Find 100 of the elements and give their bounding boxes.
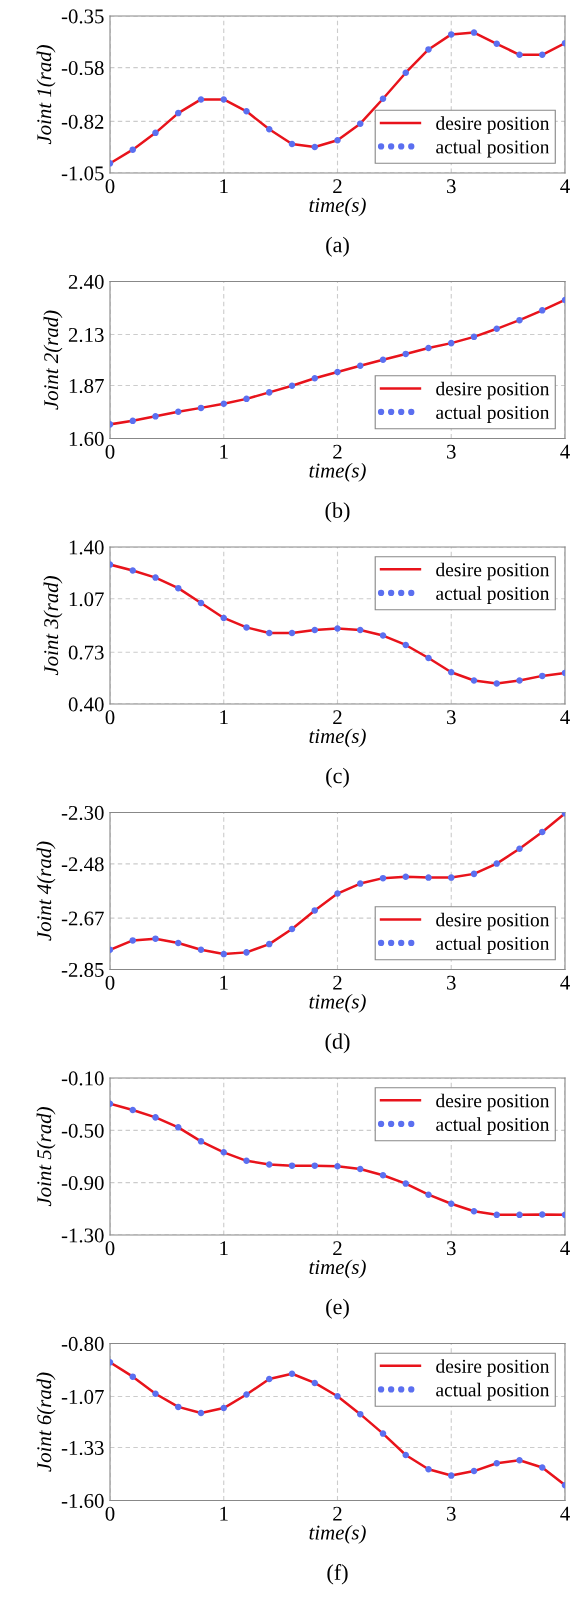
legend-label: actual position — [436, 1117, 550, 1135]
x-tick-label: 3 — [447, 710, 456, 725]
x-tick-label: 0 — [105, 444, 115, 459]
point — [356, 1165, 364, 1173]
point — [334, 1163, 341, 1170]
point — [493, 1459, 501, 1467]
point — [516, 1211, 523, 1219]
point — [379, 874, 387, 882]
y-tick-label: 1.87 — [69, 378, 104, 394]
point — [379, 1171, 387, 1179]
point — [243, 108, 250, 115]
point — [402, 873, 410, 880]
point — [379, 632, 387, 639]
x-tick-label: 1 — [220, 179, 228, 194]
x-tick-label: 0 — [105, 710, 115, 725]
legend-label: actual position — [436, 936, 550, 954]
point — [174, 1124, 182, 1131]
y-tick-label: -2.48 — [61, 857, 104, 872]
y-tick-label: -0.82 — [61, 114, 104, 129]
point — [470, 29, 478, 36]
point — [152, 1114, 159, 1121]
x-tick-label: 0 — [105, 179, 115, 194]
point — [311, 626, 319, 634]
y-axis-title: Joint 1(rad) — [36, 45, 56, 145]
y-tick-label: -0.90 — [61, 1176, 104, 1191]
point — [197, 404, 205, 412]
legend-label: actual position — [436, 139, 550, 158]
point — [516, 1457, 523, 1464]
text: (d) — [325, 1033, 350, 1054]
x-tick-label: 1 — [220, 444, 228, 459]
point — [516, 51, 523, 59]
x-tick-label: 3 — [447, 179, 456, 194]
point — [516, 316, 523, 324]
point — [152, 413, 159, 420]
point — [197, 599, 205, 607]
x-tick-label: 4 — [560, 1506, 570, 1521]
line-series — [110, 563, 565, 685]
y-tick-label: -2.30 — [61, 805, 104, 821]
line-series — [110, 1361, 565, 1487]
point — [425, 46, 432, 53]
point — [197, 1138, 205, 1145]
point — [425, 1466, 432, 1473]
x-tick-label: 1 — [220, 1506, 228, 1521]
line-series — [110, 31, 565, 165]
text: (e) — [326, 1298, 349, 1319]
y-tick-label: -0.10 — [61, 1071, 104, 1086]
x-tick-label: 3 — [447, 1241, 456, 1256]
x-tick-label: 2 — [333, 975, 342, 990]
point — [265, 126, 273, 133]
point — [493, 680, 501, 687]
point — [447, 874, 455, 881]
y-tick-label: 0.40 — [68, 697, 104, 712]
y-tick-label: -1.05 — [61, 166, 104, 181]
point — [538, 1464, 546, 1471]
x-axis-title: time(s) — [309, 993, 366, 1013]
point — [152, 129, 159, 137]
point — [197, 1409, 205, 1417]
point — [152, 1390, 159, 1397]
y-tick-label: -2.67 — [61, 911, 104, 926]
point — [311, 907, 319, 914]
point — [129, 417, 137, 425]
y-tick-label: -1.60 — [61, 1493, 104, 1509]
point — [288, 382, 296, 389]
legend-label: desire position — [436, 912, 550, 931]
point — [470, 677, 478, 684]
point — [174, 1403, 182, 1411]
point — [243, 1157, 250, 1165]
y-tick-label: 2.40 — [68, 274, 104, 290]
point — [425, 1191, 432, 1198]
point — [288, 140, 296, 148]
point — [493, 40, 501, 48]
point — [311, 374, 319, 382]
text: (c) — [326, 767, 349, 788]
point — [379, 356, 387, 364]
y-axis-title: Joint 3(rad) — [43, 576, 63, 676]
text: (a) — [326, 236, 349, 257]
point — [129, 567, 137, 574]
point — [288, 1370, 296, 1377]
y-tick-label: -2.85 — [61, 962, 104, 978]
x-axis-title: time(s) — [309, 1524, 366, 1544]
point — [265, 629, 273, 637]
point — [288, 925, 296, 933]
x-tick-label: 0 — [105, 1506, 115, 1521]
x-tick-label: 4 — [560, 1241, 570, 1256]
point — [288, 629, 296, 637]
point — [334, 137, 341, 144]
point — [129, 1106, 137, 1114]
point — [538, 1211, 546, 1218]
point — [288, 1162, 296, 1169]
point — [425, 874, 432, 881]
y-axis-title: Joint 4(rad) — [36, 841, 56, 941]
point — [516, 845, 523, 853]
point — [356, 362, 364, 369]
y-tick-label: 2.13 — [68, 327, 104, 343]
point — [220, 614, 228, 622]
point — [220, 400, 228, 408]
y-axis-title: Joint 2(rad) — [43, 310, 63, 410]
x-tick-label: 3 — [447, 1506, 456, 1521]
point — [425, 344, 432, 352]
point — [265, 940, 273, 948]
